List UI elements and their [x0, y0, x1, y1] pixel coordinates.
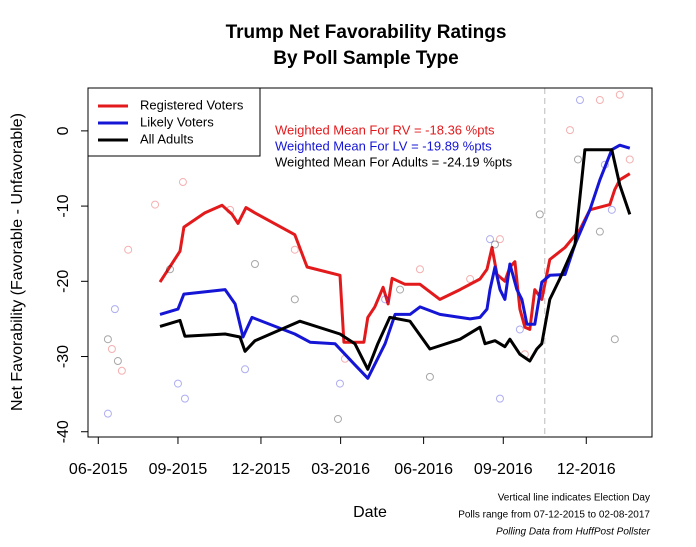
poll-point	[107, 344, 116, 353]
poll-point	[103, 335, 112, 344]
poll-point	[381, 295, 390, 304]
poll-point	[290, 245, 299, 254]
poll-point	[495, 235, 504, 244]
poll-point	[110, 305, 119, 314]
poll-point	[466, 275, 475, 284]
poll-point	[610, 335, 619, 344]
poll-point	[515, 325, 524, 334]
y-axis-label: Net Favorability (Favorable - Unfavorabl…	[9, 113, 26, 411]
poll-point	[151, 200, 160, 209]
x-tick-label: 09-2016	[474, 461, 533, 478]
poll-point	[495, 394, 504, 403]
poll-point	[117, 366, 126, 375]
chart-title: By Poll Sample Type	[273, 48, 458, 69]
x-tick-label: 12-2015	[232, 461, 291, 478]
poll-point	[486, 235, 495, 244]
chart-title: Trump Net Favorability Ratings	[226, 22, 507, 43]
annotation: Weighted Mean For RV = -18.36 %pts	[275, 122, 495, 137]
poll-point	[180, 394, 189, 403]
poll-point	[103, 409, 112, 418]
poll-point	[425, 372, 434, 381]
legend-label: Registered Voters	[140, 97, 244, 112]
legend-label: Likely Voters	[140, 114, 214, 129]
x-tick-label: 06-2015	[69, 461, 128, 478]
poll-point	[573, 155, 582, 164]
poll-point	[575, 96, 584, 105]
y-tick-label: -40	[55, 420, 72, 443]
x-tick-label: 03-2016	[311, 461, 370, 478]
poll-point	[415, 265, 424, 274]
poll-point	[625, 155, 634, 164]
series-line	[159, 143, 631, 380]
poll-point	[615, 90, 624, 99]
x-tick-label: 09-2015	[149, 461, 208, 478]
note: Vertical line indicates Election Day	[498, 493, 650, 504]
x-axis-label: Date	[353, 504, 387, 521]
poll-point	[595, 227, 604, 236]
y-tick-label: -30	[55, 345, 72, 368]
series-line	[159, 148, 632, 371]
poll-point	[535, 210, 544, 219]
poll-point	[178, 178, 187, 187]
y-tick-label: -20	[55, 270, 72, 293]
poll-point	[607, 205, 616, 214]
poll-point	[250, 260, 259, 269]
poll-point	[165, 265, 174, 274]
poll-point	[333, 414, 342, 423]
poll-point	[124, 245, 133, 254]
series-line	[158, 172, 631, 344]
note: Polls range from 07-12-2015 to 02-08-201…	[458, 510, 650, 521]
x-tick-label: 06-2016	[394, 461, 453, 478]
poll-point	[113, 357, 122, 366]
x-tick-label: 12-2016	[557, 461, 616, 478]
poll-point	[490, 240, 499, 249]
poll-point	[290, 295, 299, 304]
poll-point	[396, 285, 405, 294]
poll-point	[173, 379, 182, 388]
poll-point	[566, 126, 575, 135]
annotation: Weighted Mean For LV = -19.89 %pts	[275, 138, 492, 153]
y-tick-label: -10	[55, 194, 72, 217]
poll-point	[241, 365, 250, 374]
note: Polling Data from HuffPost Pollster	[496, 527, 651, 538]
legend-label: All Adults	[140, 131, 194, 146]
poll-point	[335, 379, 344, 388]
y-tick-label: 0	[55, 126, 72, 135]
poll-point	[595, 96, 604, 105]
plot-frame	[87, 87, 653, 438]
annotation: Weighted Mean For Adults = -24.19 %pts	[275, 154, 513, 169]
